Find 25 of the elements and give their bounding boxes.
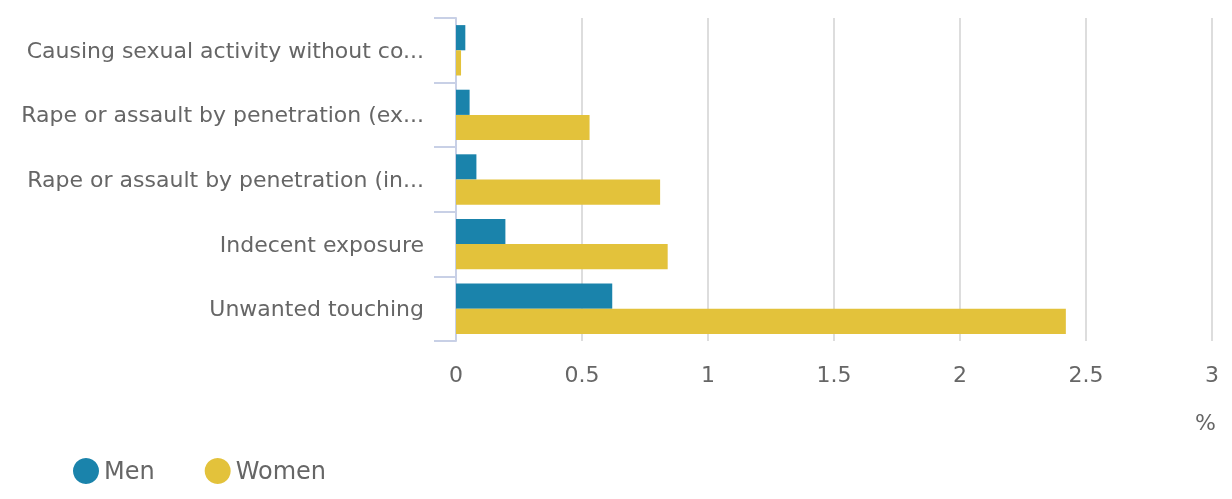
x-tick-label: 3 (1205, 361, 1219, 387)
bar (456, 179, 661, 205)
x-tick-label: 1.5 (816, 361, 852, 387)
y-tick-label: Rape or assault by penetration (in... (27, 167, 424, 192)
legend-label: Women (235, 457, 327, 485)
bar (456, 244, 668, 270)
x-tick-label: 0.5 (564, 361, 600, 387)
bar (456, 89, 470, 115)
bar (456, 308, 1066, 334)
y-tick-label: Causing sexual activity without co... (26, 37, 424, 63)
bar (456, 154, 477, 180)
bar (456, 25, 466, 51)
bar (456, 283, 613, 309)
bar (456, 50, 462, 76)
x-tick-label: 1 (701, 361, 715, 387)
x-axis-title: % (1195, 409, 1216, 435)
x-tick-label: 2 (953, 361, 967, 387)
bar (456, 114, 590, 141)
x-tick-label: 2.5 (1068, 361, 1104, 387)
legend-label: Men (104, 457, 155, 485)
x-tick-label: 0 (449, 361, 463, 387)
y-tick-label: Unwanted touching (209, 296, 424, 322)
y-tick-label: Rape or assault by penetration (ex... (21, 102, 424, 128)
bar (456, 218, 506, 245)
y-tick-label: Indecent exposure (219, 231, 424, 257)
